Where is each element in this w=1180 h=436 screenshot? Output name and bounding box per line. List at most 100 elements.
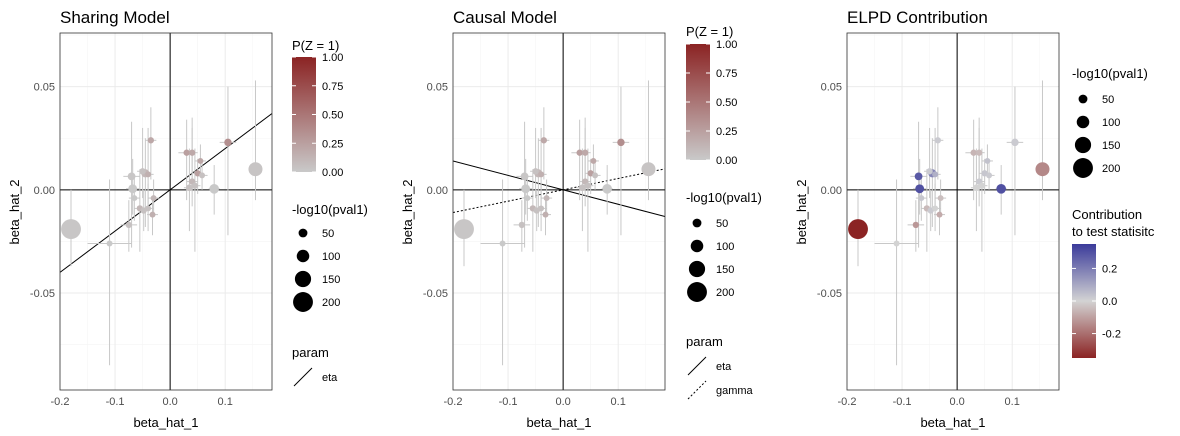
line-legend-key	[687, 380, 707, 400]
size-legend-label: 100	[716, 241, 734, 253]
reference-lines	[453, 33, 665, 390]
reference-lines	[847, 33, 1059, 390]
data-point	[914, 172, 923, 181]
data-point	[976, 149, 983, 156]
colorbar-label: 0.50	[716, 97, 737, 109]
data-point	[893, 240, 900, 247]
panel-causal-model: Causal Model -0.2 -0.1 0.0 0.1 -0.05 0.00 0.0…	[400, 8, 762, 430]
size-legend-label: 200	[322, 297, 340, 309]
plot-frame	[846, 32, 1060, 391]
data-point	[191, 182, 199, 189]
legend-line: param eta gamma	[686, 334, 754, 400]
data-point	[582, 149, 589, 156]
data-point	[183, 149, 190, 156]
data-point	[538, 171, 545, 178]
data-point	[149, 211, 156, 218]
size-legend-key	[1073, 158, 1093, 178]
data-point	[224, 138, 232, 147]
error-bars	[458, 80, 654, 366]
y-tick-label: 0.00	[821, 185, 842, 197]
data-point	[592, 172, 599, 179]
data-point	[986, 172, 993, 179]
data-point	[538, 205, 545, 212]
legend-line-title: param	[292, 345, 329, 360]
size-legend-label: 150	[716, 264, 734, 276]
chart-title: Sharing Model	[60, 8, 170, 27]
x-tick-labels: -0.2 -0.1 0.0 0.1	[838, 396, 1020, 408]
x-axis-label: beta_hat_1	[133, 415, 198, 430]
data-point	[996, 183, 1006, 194]
data-point	[936, 211, 943, 218]
size-legend-key	[298, 228, 308, 238]
size-legend-label: 200	[1102, 163, 1120, 175]
data-point	[125, 221, 132, 229]
line-legend-label: eta	[322, 372, 338, 384]
chart-title: ELPD Contribution	[847, 8, 988, 27]
colorbar-label: 0.0	[1102, 296, 1117, 308]
size-legend-key	[294, 270, 312, 288]
size-legend-key	[1076, 115, 1090, 129]
x-tick-label: 0.1	[611, 396, 626, 408]
x-axis-label: beta_hat_1	[526, 415, 591, 430]
fit-line-eta	[453, 160, 665, 218]
plot-frame	[452, 32, 666, 391]
legend-color: Contribution to test statisitc 0.2 0.0 -0.…	[1072, 207, 1155, 358]
panel-elpd-contribution: ELPD Contribution -0.2 -0.1 0.0 0.1 -0.05 0.…	[794, 8, 1155, 430]
data-point	[915, 184, 925, 194]
reference-lines	[60, 33, 272, 390]
data-point	[984, 157, 991, 164]
y-tick-label: -0.05	[30, 288, 55, 300]
size-legend-label: 100	[1102, 117, 1120, 129]
legend-line: param eta	[292, 345, 338, 387]
data-point	[641, 162, 656, 177]
data-point	[139, 168, 146, 175]
size-legend-key	[687, 282, 707, 302]
data-point	[932, 171, 939, 178]
colorbar-labels: 0.2 0.0 -0.2	[1072, 263, 1121, 341]
data-point	[532, 168, 539, 175]
legend-color-title-line-1: Contribution	[1072, 207, 1142, 222]
legend-color-title-line-2: to test statisitc	[1072, 224, 1155, 239]
data-point	[145, 171, 152, 178]
size-legend-label: 150	[322, 274, 340, 286]
data-point	[926, 168, 933, 175]
data-point	[1011, 138, 1019, 147]
y-tick-label: 0.00	[427, 185, 448, 197]
size-legend-key	[293, 292, 313, 312]
size-legend-label: 50	[716, 218, 728, 230]
data-points	[61, 137, 263, 247]
data-point	[579, 184, 586, 192]
data-point	[543, 195, 550, 202]
fit-line-eta	[60, 113, 272, 273]
data-point	[542, 211, 549, 218]
plot-frame	[59, 32, 273, 391]
data-point	[520, 172, 529, 181]
x-tick-label: 0.0	[555, 396, 570, 408]
y-tick-label: -0.05	[817, 288, 842, 300]
data-point	[499, 240, 506, 247]
line-legend-key	[293, 367, 313, 387]
data-point	[61, 219, 81, 239]
data-points	[848, 137, 1050, 247]
legend-color-title: P(Z = 1)	[686, 24, 733, 39]
data-point	[918, 195, 925, 202]
data-point	[584, 182, 592, 189]
size-legend-key	[690, 239, 704, 253]
colorbar-label: 0.25	[322, 138, 343, 150]
data-point	[147, 137, 155, 144]
x-axis-label: beta_hat_1	[920, 415, 985, 430]
legend-size-title: -log10(pval1)	[292, 202, 368, 217]
colorbar-label: 0.50	[322, 110, 343, 122]
size-legend-label: 50	[322, 228, 334, 240]
x-tick-label: -0.1	[893, 396, 912, 408]
data-point	[617, 138, 625, 147]
data-point	[248, 162, 263, 177]
data-point	[932, 205, 939, 212]
y-tick-label: 0.05	[427, 82, 448, 94]
data-point	[189, 149, 196, 156]
data-point	[145, 205, 152, 212]
size-legend-label: 50	[1102, 94, 1114, 106]
data-point	[978, 182, 986, 189]
legend-size-title: -log10(pval1)	[1072, 66, 1148, 81]
